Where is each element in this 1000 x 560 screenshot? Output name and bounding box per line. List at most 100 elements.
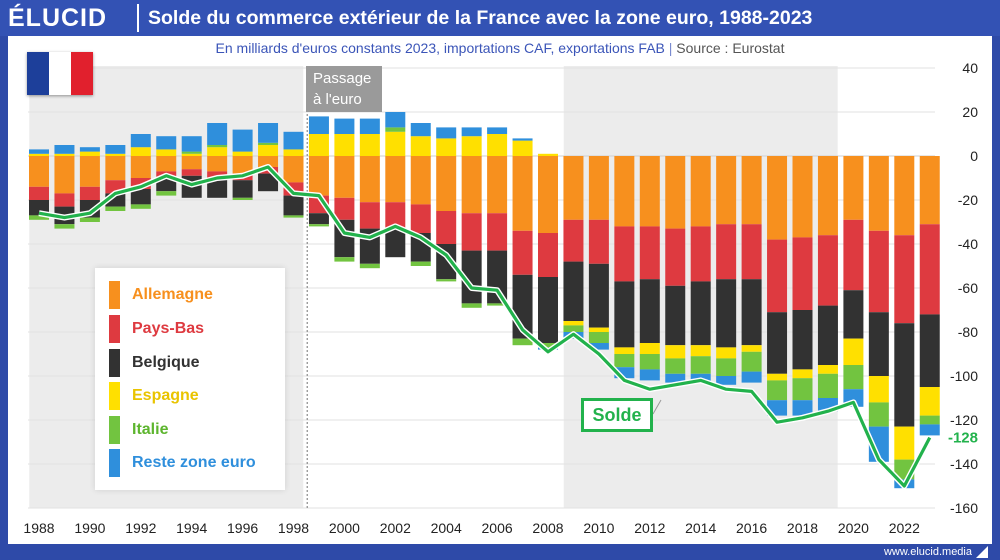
bar-segment-allemagne — [512, 156, 533, 231]
bar-segment-allemagne — [716, 156, 737, 225]
legend-item-pays-bas: Pays-Bas — [109, 315, 204, 343]
bar-segment-espagne — [334, 134, 355, 156]
bar-segment-allemagne — [487, 156, 508, 214]
bar-segment-reste-zone-euro — [385, 112, 406, 128]
bar-segment-italie — [843, 365, 864, 390]
bar-segment-reste-zone-euro — [588, 343, 609, 350]
bar-segment-italie — [817, 373, 838, 398]
bar-segment-allemagne — [563, 156, 584, 220]
bar-segment-allemagne — [410, 156, 431, 205]
bar-segment-espagne — [563, 321, 584, 326]
bar-segment-italie — [563, 325, 584, 332]
bar-segment-allemagne — [130, 156, 151, 178]
bar-segment-belgique — [538, 277, 558, 343]
euro-annotation: Passage à l'euro — [306, 66, 382, 112]
bar-segment-belgique — [588, 263, 609, 328]
bar-segment-allemagne — [385, 156, 406, 203]
elucid-logo[interactable]: ÉLUCID — [8, 4, 108, 32]
legend-item-reste-zone-euro: Reste zone euro — [109, 449, 256, 477]
bar-segment-italie — [181, 151, 202, 154]
bar-segment-italie — [258, 142, 279, 145]
bar-segment-espagne — [792, 369, 813, 379]
bar-segment-italie — [588, 332, 609, 343]
bar-segment-reste-zone-euro — [461, 127, 482, 137]
bar-segment-espagne — [919, 387, 940, 416]
bar-segment-reste-zone-euro — [716, 376, 737, 385]
legend-swatch — [109, 416, 120, 444]
x-tick-label: 1994 — [176, 520, 207, 536]
bar-segment-pays-bas — [614, 226, 635, 282]
flag-red-stripe — [71, 52, 93, 95]
bar-segment-reste-zone-euro — [283, 131, 304, 150]
bar-segment-italie — [461, 303, 482, 308]
bar-segment-belgique — [868, 312, 889, 376]
bar-segment-reste-zone-euro — [639, 369, 660, 381]
footer-url[interactable]: www.elucid.media — [883, 546, 972, 558]
bar-segment-reste-zone-euro — [181, 136, 202, 152]
x-tick-label: 1998 — [278, 520, 309, 536]
bar-segment-espagne — [232, 151, 253, 156]
last-value-label: -128 — [948, 430, 978, 447]
bar-segment-belgique — [716, 279, 737, 348]
y-tick-label: -120 — [950, 412, 978, 428]
bar-segment-belgique — [741, 279, 762, 346]
legend-swatch — [109, 382, 120, 410]
bar-segment-reste-zone-euro — [792, 400, 813, 416]
y-tick-label: 40 — [962, 60, 978, 76]
bar-segment-allemagne — [232, 156, 253, 174]
x-tick-label: 2016 — [736, 520, 767, 536]
x-tick-label: 1990 — [74, 520, 105, 536]
bar-segment-belgique — [614, 281, 635, 348]
bar-segment-belgique — [130, 189, 151, 205]
bar-segment-italie — [207, 145, 228, 148]
chart-subtitle: En milliards d'euros constants 2023, imp… — [0, 38, 1000, 58]
legend-label: Reste zone euro — [132, 454, 256, 471]
bar-segment-italie — [54, 224, 75, 229]
bar-segment-belgique — [385, 228, 406, 258]
bar-segment-allemagne — [767, 156, 788, 240]
bar-segment-reste-zone-euro — [436, 127, 457, 139]
solde-callout-leader — [652, 399, 662, 415]
footer-bar — [0, 544, 1000, 560]
legend-swatch — [109, 449, 120, 477]
bar-segment-reste-zone-euro — [614, 367, 635, 379]
bar-segment-espagne — [894, 426, 915, 460]
subtitle-separator: | — [668, 40, 673, 56]
bar-segment-pays-bas — [563, 219, 584, 262]
chart-legend: Allemagne Pays-Bas Belgique Espagne Ital… — [95, 268, 285, 490]
bar-segment-espagne — [385, 131, 406, 156]
bar-segment-pays-bas — [487, 213, 508, 251]
bar-segment-espagne — [29, 153, 49, 156]
x-tick-label: 2008 — [532, 520, 563, 536]
bar-segment-espagne — [283, 149, 304, 156]
bar-segment-belgique — [283, 195, 304, 216]
bar-segment-allemagne — [843, 156, 864, 220]
x-tick-label: 2006 — [482, 520, 513, 536]
bar-segment-espagne — [512, 140, 533, 156]
bar-segment-reste-zone-euro — [54, 145, 75, 154]
legend-label: Belgique — [132, 354, 200, 371]
bar-segment-pays-bas — [894, 235, 915, 324]
bar-segment-belgique — [767, 312, 788, 374]
bar-segment-pays-bas — [843, 219, 864, 291]
x-tick-label: 2010 — [583, 520, 614, 536]
bar-segment-espagne — [308, 134, 329, 156]
bar-segment-espagne — [817, 365, 838, 374]
bar-segment-allemagne — [359, 156, 380, 203]
solde-callout: Solde — [581, 398, 653, 432]
bar-segment-pays-bas — [54, 193, 75, 207]
bar-segment-italie — [639, 354, 660, 370]
bar-segment-pays-bas — [130, 178, 151, 189]
bar-segment-espagne — [614, 347, 635, 354]
bar-segment-italie — [665, 358, 686, 374]
bar-segment-espagne — [207, 147, 228, 156]
bar-segment-pays-bas — [436, 211, 457, 244]
bar-segment-espagne — [690, 345, 711, 357]
bar-segment-espagne — [258, 145, 279, 156]
bar-segment-allemagne — [538, 156, 558, 233]
footer-logo-icon — [976, 546, 988, 558]
bar-segment-allemagne — [181, 156, 202, 170]
bar-segment-belgique — [232, 180, 253, 198]
bar-segment-pays-bas — [512, 230, 533, 275]
